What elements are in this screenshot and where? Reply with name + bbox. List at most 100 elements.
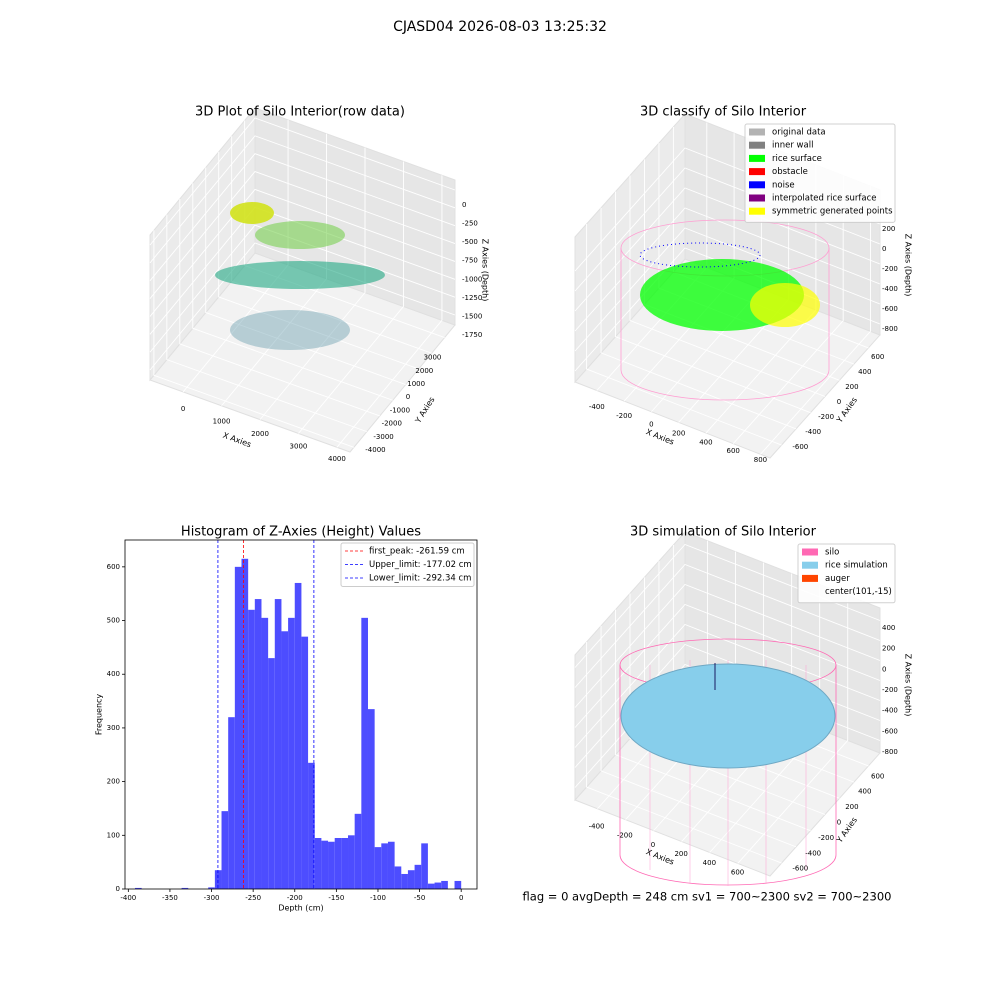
x-tick-label: 800 bbox=[754, 456, 767, 464]
grid-line bbox=[259, 147, 366, 420]
bar bbox=[407, 870, 415, 889]
y-tick-label: 0 bbox=[837, 398, 841, 406]
legend-swatch bbox=[749, 141, 765, 149]
z-tick-label: -1250 bbox=[462, 294, 482, 302]
z-tick-label: 0 bbox=[882, 245, 886, 253]
grid-line bbox=[629, 175, 826, 397]
legend-swatch bbox=[749, 168, 765, 176]
bar bbox=[401, 873, 408, 889]
legend-box bbox=[340, 542, 475, 587]
z-tick-label: 0 bbox=[462, 201, 466, 209]
z-tick-label: 200 bbox=[882, 645, 895, 653]
legend-swatch bbox=[749, 181, 765, 189]
y-tick-label: 1000 bbox=[407, 380, 425, 388]
x-tick-label: 0 bbox=[649, 421, 653, 429]
chart-title: Histogram of Z-Axies (Height) Values bbox=[181, 525, 421, 540]
y-tick-label: 600 bbox=[107, 563, 120, 571]
bar bbox=[294, 582, 302, 889]
grid-line bbox=[166, 214, 368, 433]
grid-line bbox=[586, 642, 782, 864]
bar bbox=[221, 811, 229, 889]
z-tick-label: -600 bbox=[882, 727, 898, 735]
bar bbox=[367, 709, 375, 889]
y-tick-label: 200 bbox=[107, 778, 120, 786]
legend-swatch bbox=[802, 548, 818, 556]
z-tick-label: -800 bbox=[882, 748, 898, 756]
legend-swatch bbox=[749, 154, 765, 162]
x-tick-label: -100 bbox=[370, 894, 386, 902]
legend-swatch bbox=[749, 207, 765, 215]
silo-wire bbox=[649, 660, 807, 886]
point-cloud bbox=[230, 202, 274, 224]
grid-line bbox=[336, 175, 443, 448]
legend-label: first_peak: -261.59 cm bbox=[369, 547, 465, 557]
y-tick-label: 2000 bbox=[415, 367, 433, 375]
y-tick-label: -200 bbox=[818, 413, 834, 421]
silo-wire bbox=[620, 369, 830, 401]
bar bbox=[254, 599, 262, 889]
bar bbox=[208, 887, 215, 889]
grid-line bbox=[205, 167, 406, 386]
y-tick-label: 3000 bbox=[424, 354, 442, 362]
legend-label: noise bbox=[772, 180, 795, 190]
bar bbox=[348, 835, 355, 889]
grid-line bbox=[153, 230, 355, 448]
legend-label: symmetric generated points bbox=[772, 207, 893, 217]
x-tick-label: 600 bbox=[726, 447, 739, 455]
y-tick-label: 400 bbox=[858, 788, 871, 796]
bar bbox=[274, 599, 282, 889]
y-tick-label: 500 bbox=[107, 617, 120, 625]
grid-line bbox=[574, 623, 881, 748]
legend-label: rice surface bbox=[772, 154, 822, 164]
legend-swatch bbox=[749, 194, 765, 202]
silo-wire bbox=[620, 248, 830, 370]
grid-line bbox=[732, 175, 844, 444]
x-tick-label: 200 bbox=[674, 850, 687, 858]
bar bbox=[434, 882, 442, 889]
decoration bbox=[215, 202, 837, 886]
grid-line bbox=[298, 161, 404, 434]
bar bbox=[228, 717, 235, 889]
y-tick-label: 0 bbox=[116, 885, 120, 893]
legend-swatch bbox=[802, 561, 818, 569]
plot-frame bbox=[124, 539, 478, 890]
bar bbox=[341, 837, 349, 889]
x-tick-label: -250 bbox=[245, 894, 261, 902]
grid-line bbox=[600, 207, 797, 430]
grid-line bbox=[760, 186, 871, 455]
legend-label: Upper_limit: -177.02 cm bbox=[369, 560, 472, 570]
y-tick-label: -400 bbox=[805, 849, 821, 857]
grid-line bbox=[574, 603, 881, 728]
bar bbox=[288, 617, 295, 889]
y-tick-label: -2000 bbox=[382, 420, 402, 428]
z-axis-label: Z Axies (Depth) bbox=[481, 239, 490, 302]
y-tick-label: -600 bbox=[792, 443, 808, 451]
bar bbox=[414, 864, 422, 889]
x-tick-label: 0 bbox=[181, 405, 185, 413]
y-tick-label: -4000 bbox=[365, 446, 385, 454]
grid-line bbox=[615, 191, 811, 414]
bar bbox=[181, 887, 189, 889]
legend-label: rice simulation bbox=[825, 561, 888, 571]
grid-line bbox=[149, 188, 456, 317]
bar bbox=[134, 887, 142, 889]
bar bbox=[427, 883, 435, 889]
legend-label: obstacle bbox=[772, 167, 808, 177]
x-tick-label: 0 bbox=[459, 894, 463, 902]
bar bbox=[308, 762, 315, 889]
grid-line bbox=[586, 224, 782, 446]
y-tick-label: -1000 bbox=[390, 406, 410, 414]
z-tick-label: -400 bbox=[882, 285, 898, 293]
bar bbox=[361, 617, 368, 889]
legend-label: inner wall bbox=[772, 141, 813, 151]
x-tick-label: 1000 bbox=[213, 417, 231, 425]
bar bbox=[381, 843, 388, 889]
x-tick-label: 2000 bbox=[251, 430, 269, 438]
z-tick-label: -400 bbox=[882, 707, 898, 715]
bar bbox=[268, 658, 275, 889]
point-cloud bbox=[215, 261, 385, 289]
grid-line bbox=[574, 207, 881, 332]
x-tick-label: -400 bbox=[589, 822, 605, 830]
y-tick-label: 200 bbox=[845, 803, 858, 811]
